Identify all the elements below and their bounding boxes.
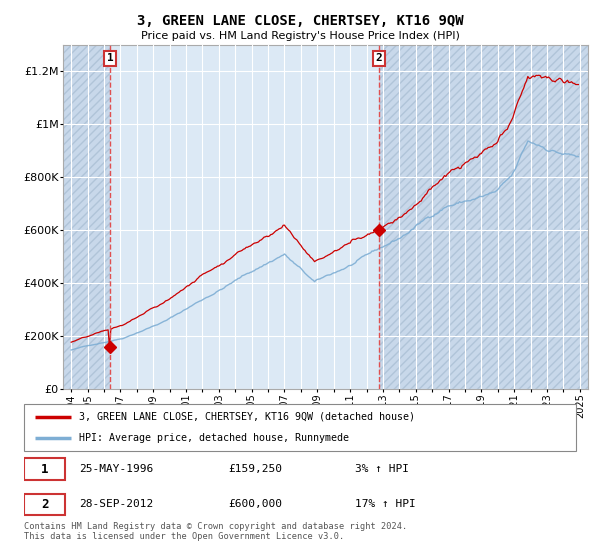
Text: 2: 2	[376, 53, 382, 63]
Bar	[379, 45, 588, 389]
Text: 1: 1	[107, 53, 113, 63]
Text: 1: 1	[41, 463, 49, 475]
Text: £600,000: £600,000	[228, 499, 282, 509]
Text: 3% ↑ HPI: 3% ↑ HPI	[355, 464, 409, 474]
Text: 28-SEP-2012: 28-SEP-2012	[79, 499, 154, 509]
Text: 2: 2	[41, 498, 49, 511]
FancyBboxPatch shape	[24, 493, 65, 515]
Text: HPI: Average price, detached house, Runnymede: HPI: Average price, detached house, Runn…	[79, 433, 349, 444]
FancyBboxPatch shape	[24, 404, 576, 451]
Text: £159,250: £159,250	[228, 464, 282, 474]
Text: 3, GREEN LANE CLOSE, CHERTSEY, KT16 9QW: 3, GREEN LANE CLOSE, CHERTSEY, KT16 9QW	[137, 14, 463, 28]
Bar	[63, 45, 110, 389]
Text: Contains HM Land Registry data © Crown copyright and database right 2024.
This d: Contains HM Land Registry data © Crown c…	[24, 522, 407, 542]
Text: 25-MAY-1996: 25-MAY-1996	[79, 464, 154, 474]
Text: Price paid vs. HM Land Registry's House Price Index (HPI): Price paid vs. HM Land Registry's House …	[140, 31, 460, 41]
Text: 17% ↑ HPI: 17% ↑ HPI	[355, 499, 416, 509]
FancyBboxPatch shape	[24, 459, 65, 480]
Text: 3, GREEN LANE CLOSE, CHERTSEY, KT16 9QW (detached house): 3, GREEN LANE CLOSE, CHERTSEY, KT16 9QW …	[79, 412, 415, 422]
